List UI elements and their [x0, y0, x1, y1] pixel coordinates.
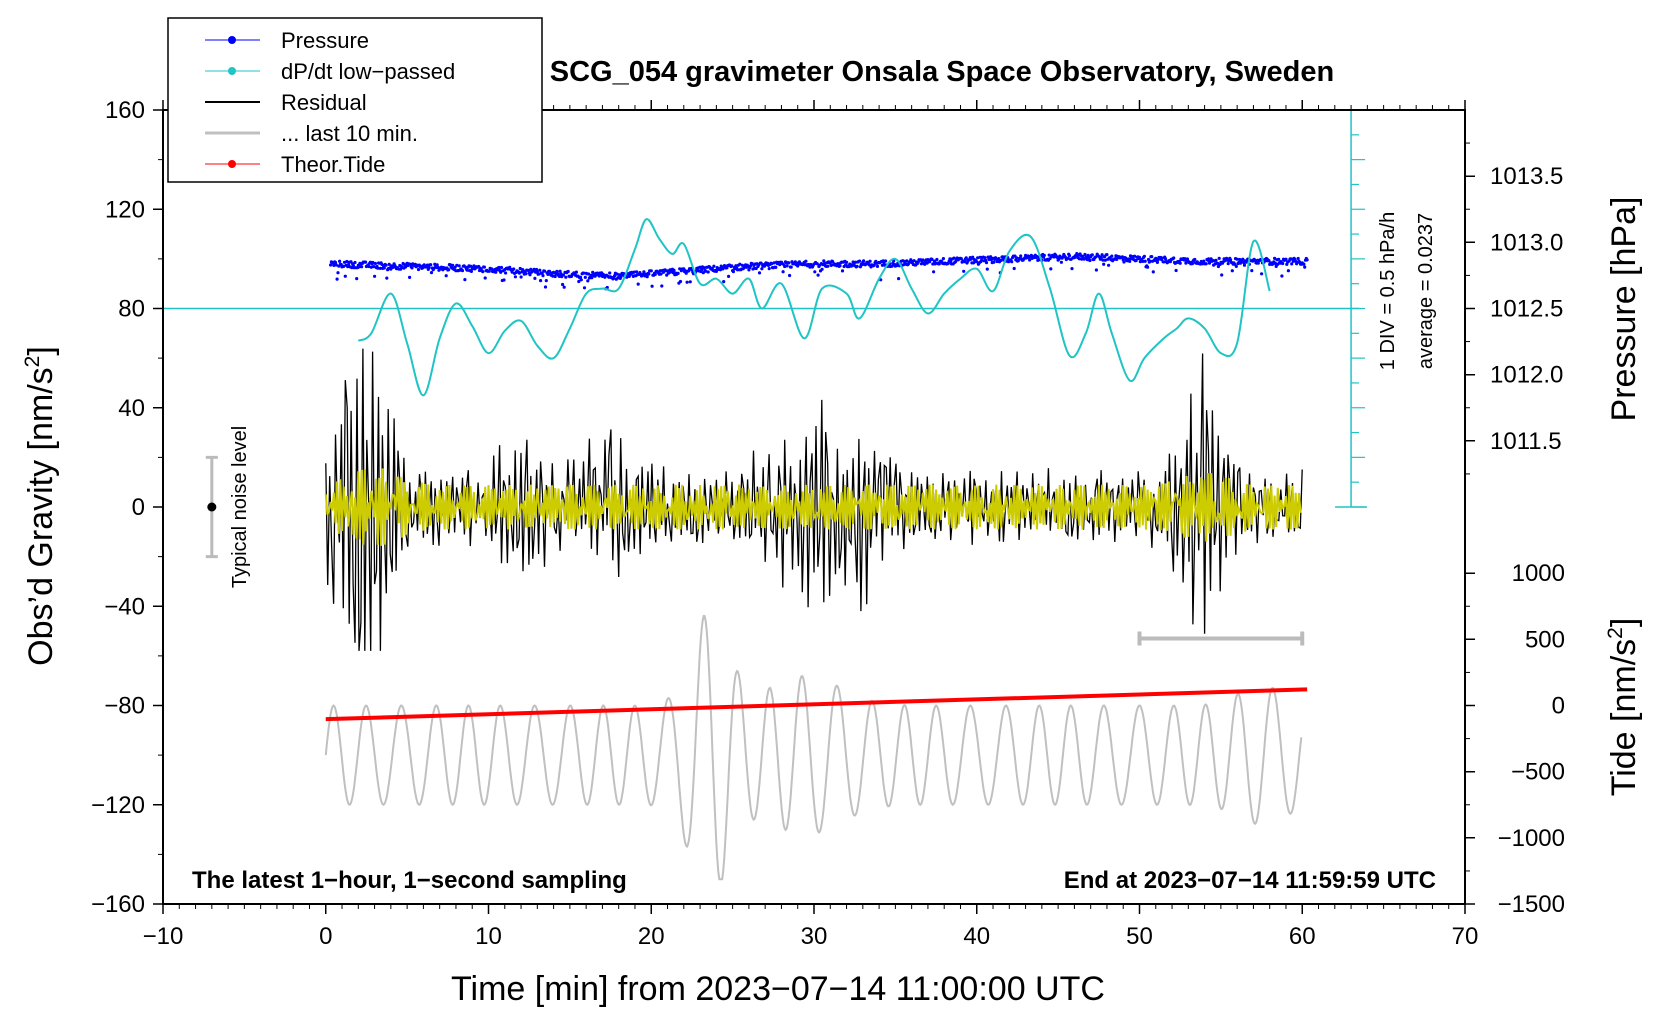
y-axis-label-pressure: Pressure [hPa]	[1605, 197, 1643, 422]
y-tick-label: 120	[105, 196, 145, 223]
y-tick-label: −80	[104, 693, 145, 720]
legend-label-4: Theor.Tide	[281, 152, 385, 177]
dpdt-line	[357, 218, 1271, 397]
x-tick-label: 60	[1289, 923, 1316, 950]
dpdt-scale-label: 1 DIV = 0.5 hPa/h	[1377, 212, 1399, 370]
legend-label-3: ... last 10 min.	[281, 121, 418, 146]
pressure-tick-label: 1011.5	[1490, 428, 1562, 455]
tide-tick-label: 500	[1525, 626, 1565, 653]
chart-title: SCG_054 gravimeter Onsala Space Observat…	[550, 56, 1334, 88]
x-tick-label: 10	[475, 923, 502, 950]
x-axis-label: Time [min] from 2023−07−14 11:00:00 UTC	[451, 970, 1105, 1008]
y-tick-label: 80	[118, 296, 145, 323]
tide-tick-label: −1000	[1498, 825, 1565, 852]
theor-tide-line	[325, 687, 1308, 722]
dpdt-average-label: average = 0.0237	[1415, 213, 1437, 369]
x-tick-label: 40	[963, 923, 990, 950]
tide-tick-label: 0	[1552, 693, 1565, 720]
y-axis-label-tide: Tide [nm/s2]	[1604, 618, 1643, 797]
pressure-tick-label: 1012.0	[1490, 362, 1563, 389]
tide-layer	[325, 687, 1308, 722]
x-tick-label: 30	[801, 923, 828, 950]
tide-tick-label: −500	[1511, 759, 1565, 786]
noise-level-label: Typical noise level	[229, 426, 251, 588]
residual-lowpass-line	[324, 468, 1302, 546]
pressure-tick-label: 1012.5	[1490, 296, 1563, 323]
legend-label-1: dP/dt low−passed	[281, 59, 455, 84]
x-tick-label: −10	[143, 923, 184, 950]
last-10-min-line	[324, 614, 1303, 881]
legend: Pressure dP/dt low−passed Residual ... last…	[167, 17, 543, 183]
pressure-tick-label: 1013.0	[1490, 229, 1563, 256]
y-tick-label: −120	[91, 792, 145, 819]
x-tick-label: 20	[638, 923, 665, 950]
legend-marker-1	[228, 67, 236, 75]
x-tick-label: 50	[1126, 923, 1153, 950]
y-tick-label: −40	[104, 593, 145, 620]
pressure-points	[329, 251, 1309, 291]
residual-lowpass-layer	[324, 468, 1302, 546]
legend-label-0: Pressure	[281, 28, 369, 53]
y-tick-label: 160	[105, 97, 145, 124]
tide-tick-label: 1000	[1512, 560, 1565, 587]
axes-layer: −10 0 10 20 30 40 50 60 70 160 120 80 40 0 −40 −80 −120 −…	[21, 97, 1643, 950]
footer-left: The latest 1−hour, 1−second sampling	[192, 867, 627, 894]
y-tick-label: 0	[132, 494, 145, 521]
x-tick-label: 0	[319, 923, 332, 950]
y-tick-label: −160	[91, 891, 145, 918]
pressure-layer	[329, 251, 1309, 291]
noise-bar-center	[207, 502, 217, 512]
pressure-tick-label: 1013.5	[1490, 163, 1563, 190]
last-10-min-layer	[324, 614, 1303, 881]
legend-label-2: Residual	[281, 90, 367, 115]
legend-marker-4	[228, 160, 236, 168]
x-tick-label: 70	[1452, 923, 1479, 950]
y-tick-label: 40	[118, 395, 145, 422]
dpdt-layer	[163, 109, 1368, 508]
y-axis-label-left: Obs’d Gravity [nm/s2]	[21, 346, 60, 666]
legend-box	[167, 17, 543, 183]
tide-tick-label: −1500	[1498, 891, 1565, 918]
legend-marker-0	[228, 36, 236, 44]
footer-right: End at 2023−07−14 11:59:59 UTC	[1064, 867, 1436, 894]
